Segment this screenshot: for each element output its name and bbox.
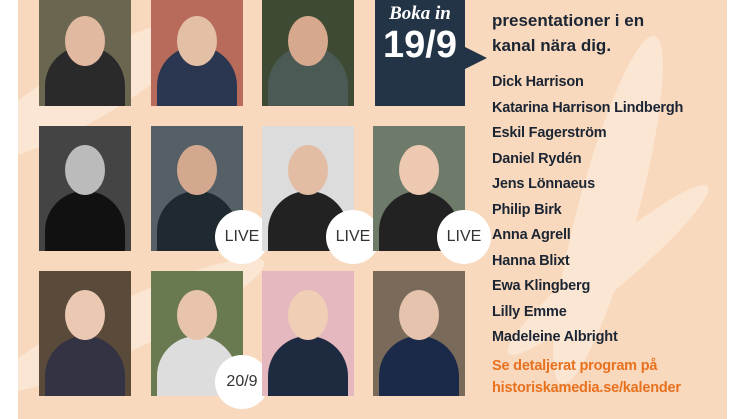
date-badge: 20/9 [215,355,269,409]
booking-label: Boka in [389,3,451,24]
program-link[interactable]: Se detaljerat program på historiskamedia… [492,355,724,399]
badge-arrow [463,46,487,70]
speaker-name: Madeleine Albright [492,329,618,345]
speaker-name: Dick Harrison [492,74,584,90]
speaker-photo [39,0,131,106]
photo-head [65,289,105,340]
photo-head [288,144,328,195]
photo-body [45,336,125,396]
photo-head [177,144,217,195]
photo-head [177,289,217,340]
info-column: presentationer i en kanal nära dig. Dick… [492,0,724,399]
speaker-name: Hanna Blixt [492,252,570,269]
cta-line: Se detaljerat program på [492,357,658,374]
photo-body [45,191,125,251]
photo-head [65,144,105,195]
photo-head [288,15,328,66]
speaker-name: Katarina Harrison Lindbergh [492,99,684,116]
photo-head [177,15,217,66]
speaker-photo [373,271,465,396]
live-badge: LIVE [215,210,269,264]
photo-head [399,289,439,340]
speaker-name: Jens Lönnaeus [492,176,595,192]
photo-body [379,336,459,396]
speaker-photo [39,126,131,251]
speaker-photo [262,0,354,106]
intro-line: kanal nära dig. [492,36,612,55]
cta-url[interactable]: historiskamedia.se/kalender [492,379,681,396]
intro-text: presentationer i en kanal nära dig. [492,8,724,58]
speaker-name: Ewa Klingberg [492,278,591,294]
speaker-photo [39,271,131,396]
speaker-name: Eskil Fagerström [492,125,607,141]
photo-head [399,144,439,195]
poster: LIVE LIVE LIVE 20/9 Boka in 19/9 presentati… [18,0,727,419]
speaker-name: Anna Agrell [492,227,571,243]
speaker-name: Daniel Rydén [492,150,582,167]
speaker-name: Lilly Emme [492,303,567,320]
booking-date: 19/9 [383,24,457,66]
photo-head [288,289,328,340]
speaker-photo [262,271,354,396]
live-badge: LIVE [326,210,380,264]
photo-body [268,336,348,396]
speaker-list: Dick Harrison Katarina Harrison Lindbergh… [492,70,724,351]
intro-line: presentationer i en [492,11,645,30]
live-badge: LIVE [437,210,491,264]
photo-head [65,15,105,66]
booking-date-badge: Boka in 19/9 [375,0,487,106]
speaker-name: Philip Birk [492,201,562,218]
speaker-photo [151,0,243,106]
